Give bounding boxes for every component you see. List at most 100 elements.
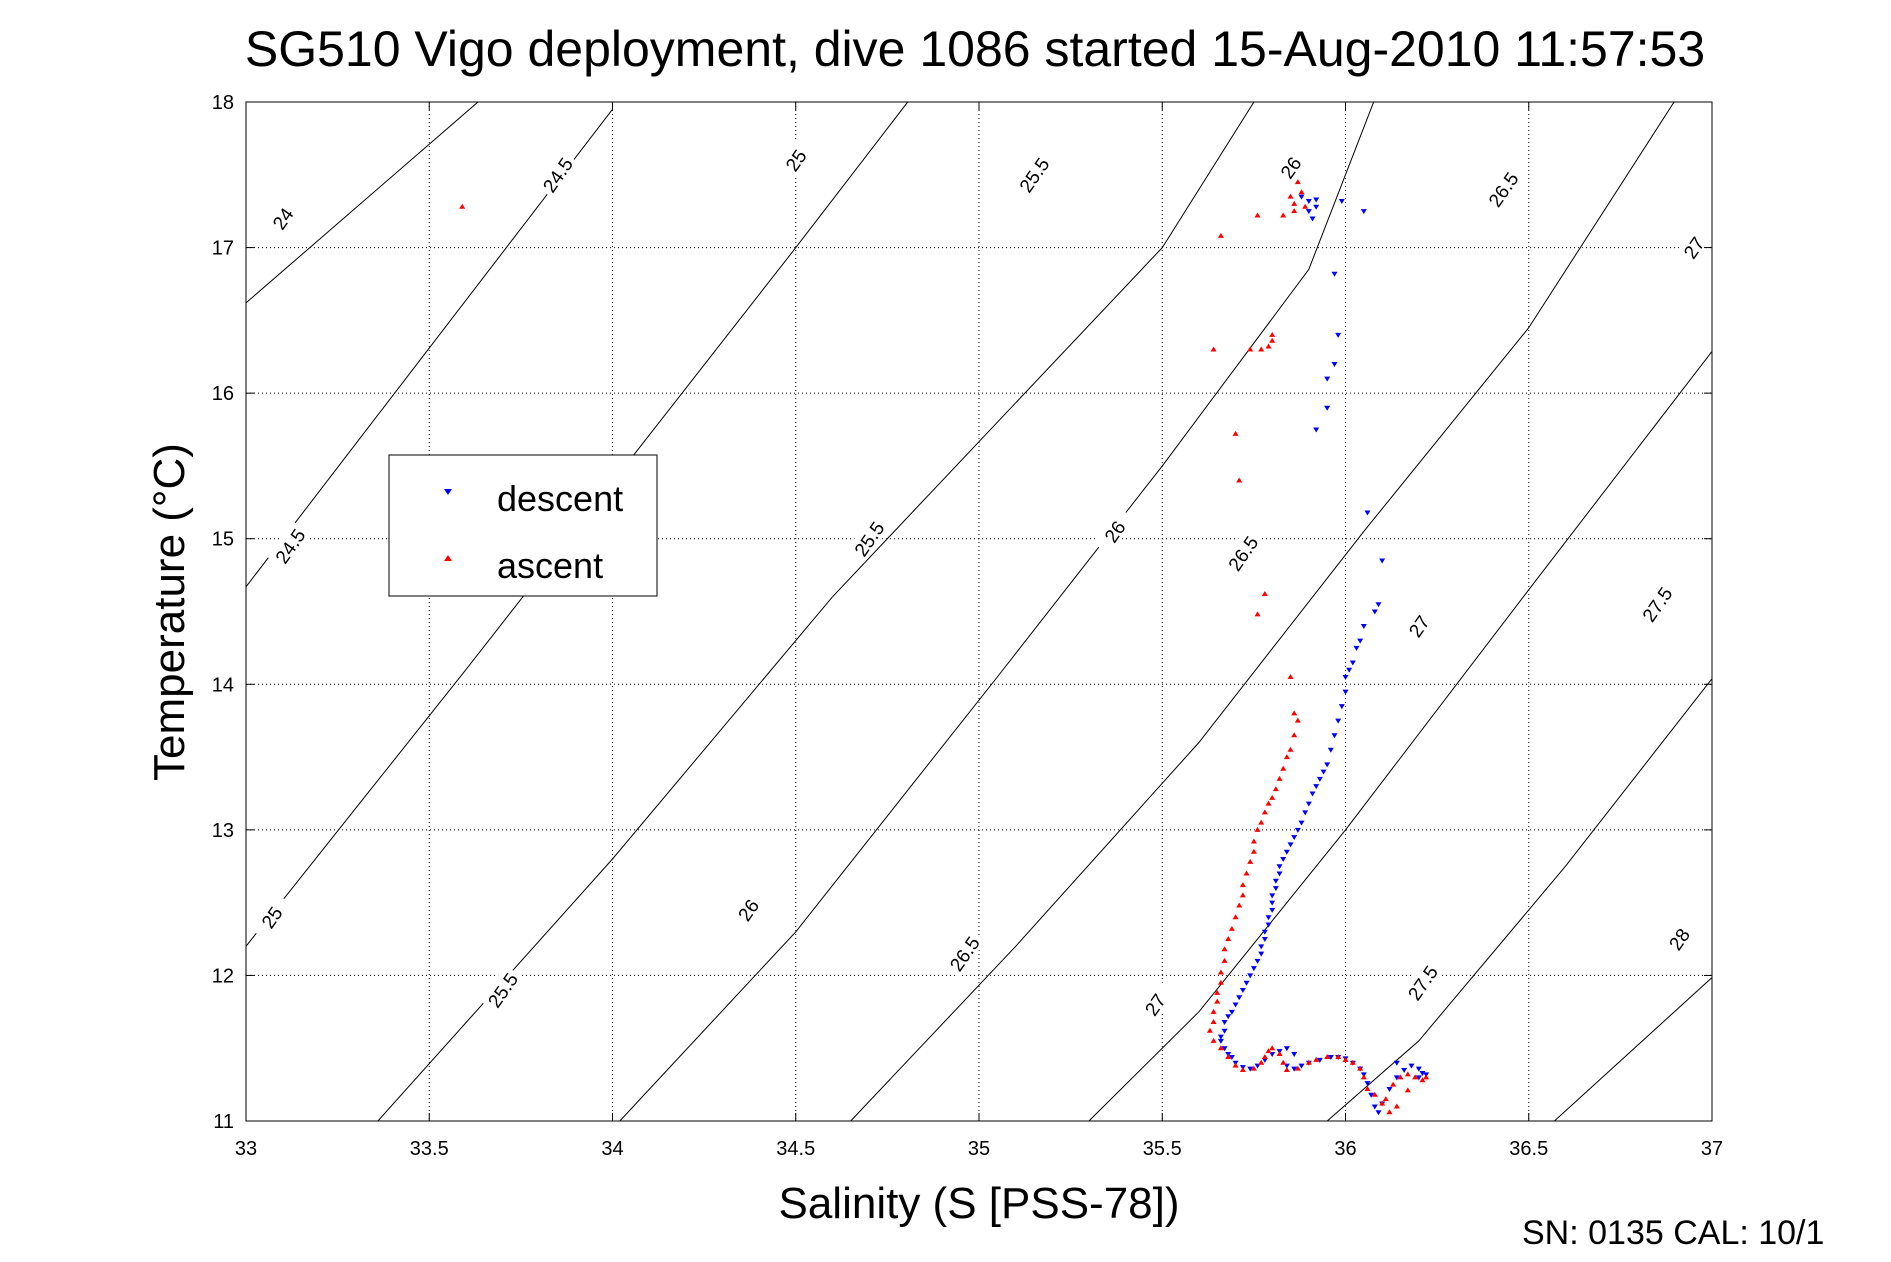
ascent-point [1236, 902, 1243, 908]
ascent-point [1404, 1071, 1411, 1077]
descent-point [1258, 944, 1265, 950]
descent-point [1335, 718, 1342, 724]
descent-point [1283, 1046, 1290, 1052]
ascent-point [1239, 1067, 1246, 1073]
ascent-point [1254, 611, 1261, 617]
ascent-point [1206, 1027, 1213, 1033]
isopycnal-label-bg [1671, 222, 1715, 272]
descent-point [1291, 1066, 1298, 1072]
ascent-point [1397, 1074, 1404, 1080]
descent-point [1287, 842, 1294, 848]
descent-point [1298, 820, 1305, 826]
ascent-point [1258, 1059, 1265, 1065]
descent-point [1247, 1066, 1254, 1072]
ascent-point [1291, 732, 1298, 738]
isopycnal-label-bg [249, 892, 293, 941]
ascent-point [1221, 946, 1228, 952]
x-tick-label: 33 [235, 1138, 257, 1160]
isopycnal-label-bg [480, 965, 524, 1014]
descent-point [1313, 427, 1320, 433]
descent-point [1265, 922, 1272, 928]
ascent-point [1349, 1059, 1356, 1065]
descent-point [1338, 704, 1345, 710]
y-tick-label: 15 [212, 529, 234, 551]
ascent-point [1298, 189, 1305, 195]
descent-point [1302, 810, 1309, 816]
isopycnal-label-bg [1092, 506, 1136, 556]
ascent-point [1291, 208, 1298, 214]
isopycnal-label-bg [1656, 914, 1700, 963]
ascent-point [1217, 969, 1224, 975]
descent-point [1368, 1092, 1375, 1098]
ascent-point [1250, 838, 1257, 844]
isopycnal-label-bg [941, 928, 986, 978]
ascent-point [1313, 1056, 1320, 1062]
descent-point [1331, 362, 1338, 368]
ascent-point [1250, 1065, 1257, 1071]
ascent-point [1276, 1051, 1283, 1057]
descent-point [1254, 958, 1261, 964]
ascent-point [1342, 1056, 1349, 1062]
descent-point [1247, 973, 1254, 979]
isopycnal-line [1326, 677, 1712, 1121]
ascent-point [1217, 232, 1224, 238]
isopycnal-label-bg [1220, 528, 1264, 578]
legend: descent ascent [388, 454, 658, 597]
ascent-point [1291, 200, 1298, 206]
isopycnal-line [1554, 976, 1712, 1121]
descent-point [1393, 1075, 1400, 1081]
ascent-point [1254, 212, 1261, 218]
descent-point [1280, 856, 1287, 862]
ascent-point [1294, 717, 1301, 723]
isopycnal-label-bg [1480, 164, 1524, 214]
descent-point [1324, 405, 1331, 411]
ascent-point [1250, 848, 1257, 854]
descent-point [1225, 1014, 1232, 1020]
isopycnal-line [619, 102, 1375, 1121]
ascent-point [1265, 1048, 1272, 1054]
legend-ascent-marker [444, 555, 452, 561]
descent-point [1349, 660, 1356, 666]
descent-point [1276, 864, 1283, 870]
ascent-point [1280, 765, 1287, 771]
y-tick-label: 12 [212, 965, 234, 987]
ascent-point [1210, 346, 1217, 352]
descent-point [1415, 1075, 1422, 1081]
descent-point [1283, 1063, 1290, 1069]
ascent-point [1294, 179, 1301, 185]
descent-point [1265, 915, 1272, 921]
descent-point [1346, 667, 1353, 673]
ascent-point [1247, 858, 1254, 864]
ascent-point [1214, 998, 1221, 1004]
descent-point [1324, 376, 1331, 382]
descent-point [1375, 602, 1382, 608]
descent-point [1364, 1081, 1371, 1087]
isopycnal-label-bg [846, 513, 890, 563]
descent-point [1217, 1038, 1224, 1044]
x-tick-label: 35 [968, 1138, 990, 1160]
legend-ascent-label: ascent [497, 545, 603, 586]
ascent-point [1291, 710, 1298, 716]
ascent-point [1254, 826, 1261, 832]
descent-point [1243, 980, 1250, 986]
descent-point [1291, 1052, 1298, 1058]
ascent-point [1232, 430, 1239, 436]
isopycnal-contours [246, 102, 1712, 1121]
ascent-point [1423, 1074, 1430, 1080]
plot-area [246, 102, 1712, 1121]
ascent-point [1210, 1019, 1217, 1025]
ascent-point [1221, 957, 1228, 963]
descent-point [1327, 1054, 1334, 1060]
descent-point [1298, 1063, 1305, 1069]
descent-point [1232, 1002, 1239, 1008]
isopycnal-line [377, 102, 1255, 1121]
descent-point [1320, 769, 1327, 775]
descent-point [1335, 332, 1342, 338]
ascent-point [1393, 1103, 1400, 1109]
ascent-point [1261, 591, 1268, 597]
descent-point [1228, 1054, 1235, 1060]
y-tick-label: 13 [212, 820, 234, 842]
ascent-point [1360, 1074, 1367, 1080]
ascent-point [1280, 1059, 1287, 1065]
